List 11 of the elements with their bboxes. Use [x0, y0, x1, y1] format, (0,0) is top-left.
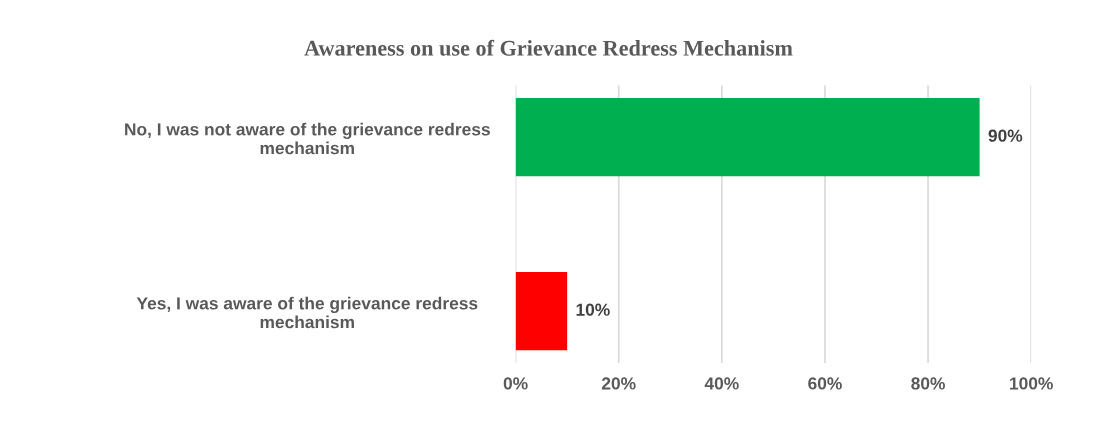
x-tick-label: 60% [808, 377, 842, 390]
x-tick-label: 80% [911, 377, 945, 390]
chart-title: Awareness on use of Grievance Redress Mechanism [304, 39, 793, 56]
x-tick-label: 40% [704, 377, 739, 390]
data-label: 10% [576, 303, 610, 316]
x-tick-label: 100% [1010, 377, 1053, 390]
data-label: 90% [988, 129, 1023, 142]
x-tick-label: 20% [601, 377, 636, 390]
y-tick-label: No, I was not aware of the grievance redress mechanism [125, 122, 490, 155]
y-tick-label: Yes, I was aware of the grievance redress mechanism [136, 296, 478, 329]
x-tick-label: 0% [503, 377, 528, 390]
